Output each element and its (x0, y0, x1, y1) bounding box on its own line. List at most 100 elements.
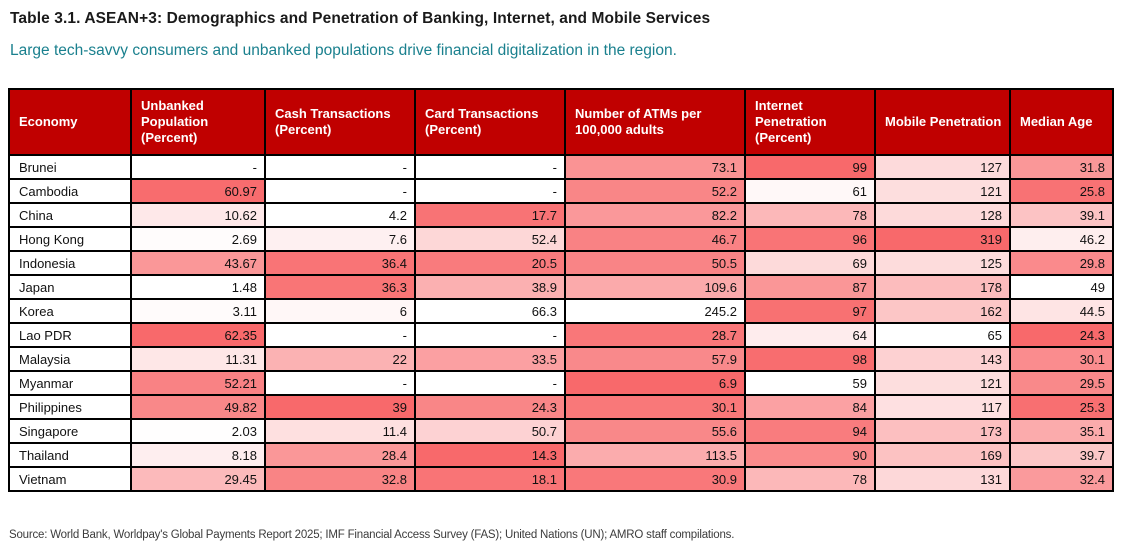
cell-mobile-penetration: 162 (874, 298, 1011, 324)
cell-internet-penetration: 78 (744, 466, 876, 492)
column-header-median-age: Median Age (1009, 88, 1114, 156)
table-row-japan: Japan 1.48 36.3 38.9 109.6 87 178 49 (8, 274, 1114, 300)
cell-atms-per-100000-adults: 245.2 (564, 298, 746, 324)
cell-internet-penetration: 78 (744, 202, 876, 228)
table-row-malaysia: Malaysia 11.31 22 33.5 57.9 98 143 30.1 (8, 346, 1114, 372)
cell-cash-transactions: 36.4 (264, 250, 416, 276)
cell-unbanked-population: 11.31 (130, 346, 266, 372)
cell-median-age: 35.1 (1009, 418, 1114, 444)
column-header-card-transactions: Card Transactions (Percent) (414, 88, 566, 156)
cell-card-transactions: - (414, 178, 566, 204)
cell-median-age: 25.8 (1009, 178, 1114, 204)
cell-cash-transactions: 6 (264, 298, 416, 324)
cell-cash-transactions: 32.8 (264, 466, 416, 492)
cell-mobile-penetration: 125 (874, 250, 1011, 276)
row-label-economy: China (8, 202, 132, 228)
cell-mobile-penetration: 127 (874, 154, 1011, 180)
cell-cash-transactions: 11.4 (264, 418, 416, 444)
cell-card-transactions: - (414, 370, 566, 396)
cell-internet-penetration: 61 (744, 178, 876, 204)
cell-card-transactions: 33.5 (414, 346, 566, 372)
cell-median-age: 24.3 (1009, 322, 1114, 348)
table-row-indonesia: Indonesia 43.67 36.4 20.5 50.5 69 125 29.8 (8, 250, 1114, 276)
column-header-cash-transactions: Cash Transactions (Percent) (264, 88, 416, 156)
cell-internet-penetration: 84 (744, 394, 876, 420)
row-label-economy: Indonesia (8, 250, 132, 276)
cell-atms-per-100000-adults: 30.9 (564, 466, 746, 492)
table-row-hong-kong: Hong Kong 2.69 7.6 52.4 46.7 96 319 46.2 (8, 226, 1114, 252)
cell-cash-transactions: 36.3 (264, 274, 416, 300)
cell-median-age: 32.4 (1009, 466, 1114, 492)
cell-unbanked-population: 60.97 (130, 178, 266, 204)
table-row-china: China 10.62 4.2 17.7 82.2 78 128 39.1 (8, 202, 1114, 228)
table-title: Table 3.1. ASEAN+3: Demographics and Pen… (10, 10, 711, 27)
cell-median-age: 31.8 (1009, 154, 1114, 180)
cell-cash-transactions: - (264, 154, 416, 180)
row-label-economy: Lao PDR (8, 322, 132, 348)
cell-card-transactions: 18.1 (414, 466, 566, 492)
cell-median-age: 46.2 (1009, 226, 1114, 252)
cell-card-transactions: 24.3 (414, 394, 566, 420)
row-label-economy: Vietnam (8, 466, 132, 492)
cell-cash-transactions: 28.4 (264, 442, 416, 468)
cell-card-transactions: 66.3 (414, 298, 566, 324)
row-label-economy: Singapore (8, 418, 132, 444)
cell-card-transactions: 50.7 (414, 418, 566, 444)
table-row-thailand: Thailand 8.18 28.4 14.3 113.5 90 169 39.7 (8, 442, 1114, 468)
row-label-economy: Japan (8, 274, 132, 300)
row-label-economy: Korea (8, 298, 132, 324)
column-header-atms-per-100000-adults: Number of ATMs per 100,000 adults (564, 88, 746, 156)
cell-atms-per-100000-adults: 57.9 (564, 346, 746, 372)
cell-unbanked-population: 43.67 (130, 250, 266, 276)
row-label-economy: Philippines (8, 394, 132, 420)
table-row-korea: Korea 3.11 6 66.3 245.2 97 162 44.5 (8, 298, 1114, 324)
cell-unbanked-population: - (130, 154, 266, 180)
cell-atms-per-100000-adults: 73.1 (564, 154, 746, 180)
cell-mobile-penetration: 128 (874, 202, 1011, 228)
cell-atms-per-100000-adults: 46.7 (564, 226, 746, 252)
cell-cash-transactions: - (264, 178, 416, 204)
cell-mobile-penetration: 121 (874, 370, 1011, 396)
cell-internet-penetration: 94 (744, 418, 876, 444)
cell-atms-per-100000-adults: 6.9 (564, 370, 746, 396)
cell-median-age: 25.3 (1009, 394, 1114, 420)
table-subtitle: Large tech-savvy consumers and unbanked … (10, 42, 677, 59)
cell-atms-per-100000-adults: 55.6 (564, 418, 746, 444)
cell-internet-penetration: 98 (744, 346, 876, 372)
table-header-row: Economy Unbanked Population (Percent) Cash… (8, 88, 1114, 156)
cell-internet-penetration: 59 (744, 370, 876, 396)
table-header: Economy Unbanked Population (Percent) Cash… (8, 88, 1114, 156)
cell-atms-per-100000-adults: 52.2 (564, 178, 746, 204)
row-label-economy: Hong Kong (8, 226, 132, 252)
cell-median-age: 30.1 (1009, 346, 1114, 372)
table-body: Brunei - - -73.1 99 127 31.8 Cambodia 60.97- -52.… (8, 154, 1114, 492)
source-note: Source: World Bank, Worldpay's Global Pa… (9, 529, 735, 541)
row-label-economy: Brunei (8, 154, 132, 180)
cell-unbanked-population: 62.35 (130, 322, 266, 348)
row-label-economy: Thailand (8, 442, 132, 468)
cell-card-transactions: - (414, 154, 566, 180)
row-label-economy: Myanmar (8, 370, 132, 396)
cell-mobile-penetration: 143 (874, 346, 1011, 372)
cell-atms-per-100000-adults: 82.2 (564, 202, 746, 228)
cell-unbanked-population: 29.45 (130, 466, 266, 492)
cell-mobile-penetration: 173 (874, 418, 1011, 444)
cell-unbanked-population: 2.69 (130, 226, 266, 252)
cell-mobile-penetration: 117 (874, 394, 1011, 420)
cell-mobile-penetration: 169 (874, 442, 1011, 468)
column-header-economy: Economy (8, 88, 132, 156)
table-row-philippines: Philippines 49.82 39 24.3 30.1 84 117 25.3 (8, 394, 1114, 420)
cell-internet-penetration: 97 (744, 298, 876, 324)
cell-median-age: 29.5 (1009, 370, 1114, 396)
cell-internet-penetration: 69 (744, 250, 876, 276)
cell-mobile-penetration: 131 (874, 466, 1011, 492)
cell-card-transactions: - (414, 322, 566, 348)
cell-unbanked-population: 2.03 (130, 418, 266, 444)
cell-internet-penetration: 64 (744, 322, 876, 348)
cell-card-transactions: 20.5 (414, 250, 566, 276)
table-row-vietnam: Vietnam 29.45 32.8 18.1 30.9 78 131 32.4 (8, 466, 1114, 492)
table-row-lao-pdr: Lao PDR 62.35- -28.7 64 65 24.3 (8, 322, 1114, 348)
cell-mobile-penetration: 178 (874, 274, 1011, 300)
cell-unbanked-population: 1.48 (130, 274, 266, 300)
